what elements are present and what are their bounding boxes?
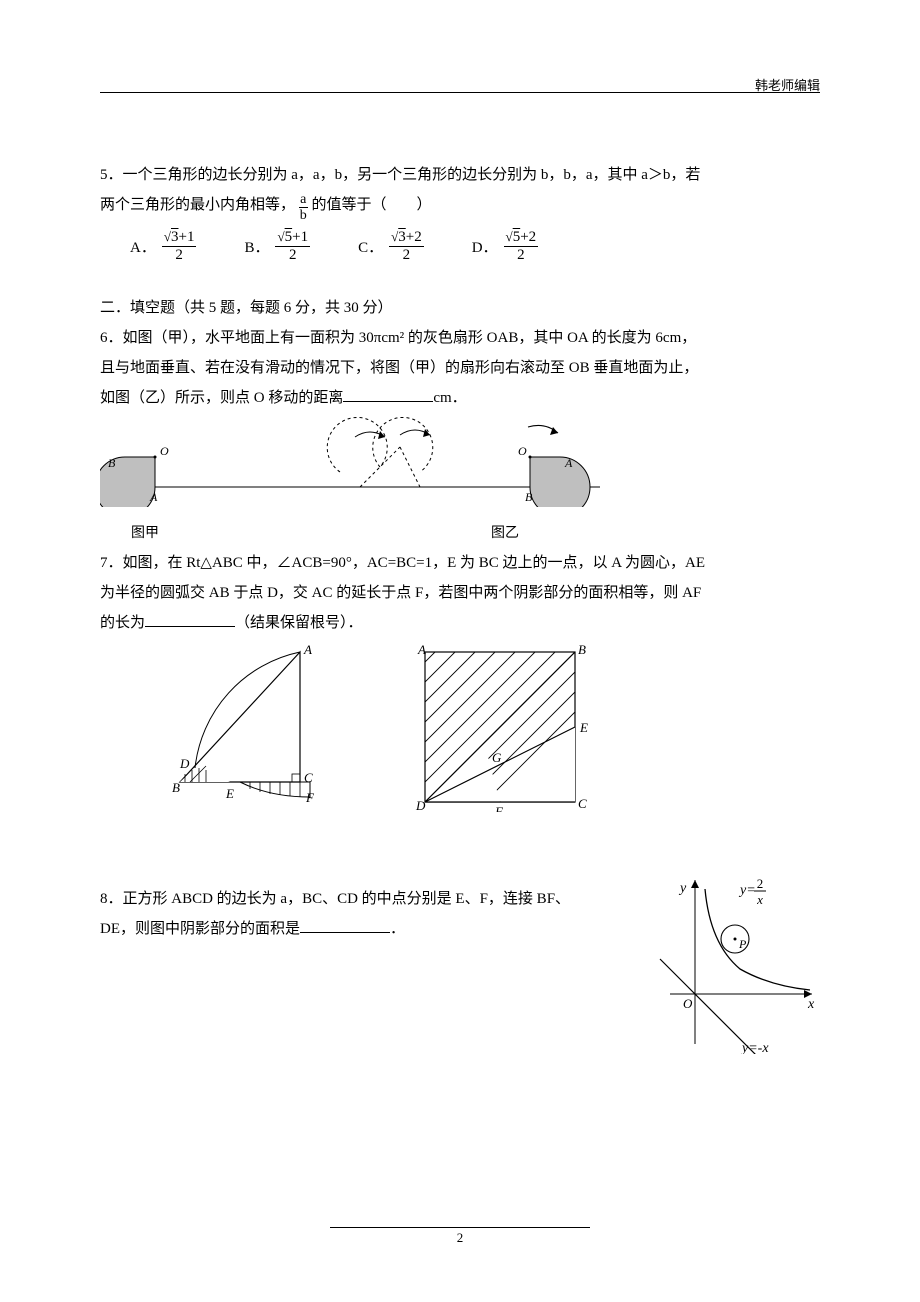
q7-line3: 的长为 （结果保留根号）．: [100, 608, 820, 638]
q8-line2a: DE，则图中阴影部分的面积是: [100, 921, 300, 937]
svg-text:O: O: [160, 444, 169, 458]
svg-text:G: G: [492, 750, 502, 765]
svg-text:B: B: [578, 642, 586, 657]
q5-frac-num: a: [299, 192, 308, 208]
q5-option-d: D． √5+2 2: [472, 229, 538, 263]
q5-fraction: a b: [299, 192, 308, 224]
q8-line2: DE，则图中阴影部分的面积是 ．: [100, 914, 650, 944]
graph-curve-den: x: [756, 892, 763, 907]
q5-option-b: B． √5+1 2: [244, 229, 310, 263]
graph-y-label: y: [678, 881, 687, 896]
q6-line3b: cm．: [433, 390, 466, 406]
q7-blank: [145, 611, 235, 627]
graph-point-p: P: [738, 937, 747, 951]
q5-option-d-label: D．: [472, 229, 498, 263]
q6-captions: 图甲 图乙: [100, 520, 820, 548]
q7-svg-square: A B E C D F G: [410, 642, 600, 812]
q6-line1: 6．如图（甲），水平地面上有一面积为 30πcm² 的灰色扇形 OAB，其中 O…: [100, 323, 820, 353]
graph-curve-num: 2: [757, 876, 764, 891]
svg-text:E: E: [579, 720, 588, 735]
q5-option-a: A． √3+1 2: [130, 229, 196, 263]
q7-line1: 7．如图，在 Rt△ABC 中，∠ACB=90°，AC=BC=1，E 为 BC …: [100, 548, 820, 578]
q5-text-c: 的值等于（ ）: [312, 197, 432, 213]
graph-origin: O: [683, 996, 693, 1011]
svg-text:F: F: [305, 790, 315, 805]
q6-line3a: 如图（乙）所示，则点 O 移动的距离: [100, 390, 343, 406]
q6-blank: [343, 386, 433, 402]
svg-text:E: E: [225, 786, 234, 801]
q7-line3a: 的长为: [100, 615, 145, 631]
q5-option-d-den: 2: [504, 247, 539, 264]
q8-line2b: ．: [390, 921, 405, 937]
q5-option-c-den: 2: [389, 247, 424, 264]
q7-line3b: （结果保留根号）．: [235, 615, 363, 631]
footer-rule: [330, 1227, 590, 1228]
q6-figure: O B A O A B: [100, 417, 820, 518]
q5-option-a-frac: √3+1 2: [162, 229, 197, 263]
header-rule: [100, 92, 820, 93]
section2-title: 二．填空题（共 5 题，每题 6 分，共 30 分）: [100, 293, 820, 323]
q6-cap1: 图甲: [115, 520, 175, 548]
content: 5．一个三角形的边长分别为 a，a，b，另一个三角形的边长分别为 b，b，a，其…: [100, 160, 820, 1054]
q5-option-b-label: B．: [244, 229, 269, 263]
svg-text:A: A: [417, 642, 426, 657]
q5-text-line1: 5．一个三角形的边长分别为 a，a，b，另一个三角形的边长分别为 b，b，a，其…: [100, 160, 820, 190]
q5-option-a-label: A．: [130, 229, 156, 263]
q5-option-c-label: C．: [358, 229, 383, 263]
page: 韩老师编辑 5．一个三角形的边长分别为 a，a，b，另一个三角形的边长分别为 b…: [0, 0, 920, 1302]
svg-text:A: A: [149, 490, 158, 504]
graph-x-label: x: [807, 997, 815, 1012]
svg-text:A: A: [303, 642, 312, 657]
q6-line3: 如图（乙）所示，则点 O 移动的距离 cm．: [100, 383, 820, 413]
q5-option-a-den: 2: [162, 247, 197, 264]
q8-blank: [300, 917, 390, 933]
svg-text:C: C: [578, 796, 587, 811]
q5-options: A． √3+1 2 B． √5+1 2 C． √3+2 2: [100, 229, 820, 263]
q8-line1: 8．正方形 ABCD 的边长为 a，BC、CD 的中点分别是 E、F，连接 BF…: [100, 884, 650, 914]
q6-line2: 且与地面垂直、若在没有滑动的情况下，将图（甲）的扇形向右滚动至 OB 垂直地面为…: [100, 353, 820, 383]
q5-option-d-frac: √5+2 2: [504, 229, 539, 263]
graph-line-label: y=-x: [740, 1041, 769, 1054]
svg-text:O: O: [518, 444, 527, 458]
graph-curve-label-a: y=: [738, 883, 756, 898]
q5-option-c: C． √3+2 2: [358, 229, 424, 263]
svg-text:F: F: [494, 804, 504, 812]
q5-text-b: 两个三角形的最小内角相等，: [100, 197, 295, 213]
svg-text:B: B: [525, 490, 533, 504]
svg-text:B: B: [172, 780, 180, 795]
svg-text:D: D: [179, 756, 190, 771]
q5-frac-den: b: [299, 208, 308, 223]
svg-text:C: C: [304, 770, 313, 785]
q5-option-b-den: 2: [275, 247, 310, 264]
svg-text:D: D: [415, 798, 426, 812]
q7-line2: 为半径的圆弧交 AB 于点 D，交 AC 的延长于点 F，若图中两个阴影部分的面…: [100, 578, 820, 608]
page-number: 2: [0, 1230, 920, 1246]
q8-graph: y x O P y= 2 x y=-x: [650, 874, 820, 1054]
q7-svg-triangle: A B C D E F: [170, 642, 340, 812]
q5-text-line2: 两个三角形的最小内角相等， a b 的值等于（ ）: [100, 190, 820, 223]
svg-text:B: B: [108, 456, 116, 470]
q6-cap2: 图乙: [475, 520, 535, 548]
q5-option-b-frac: √5+1 2: [275, 229, 310, 263]
q5-option-c-frac: √3+2 2: [389, 229, 424, 263]
q6-svg: O B A O A B: [100, 417, 600, 507]
q7-figure-row: A B C D E F: [170, 642, 820, 812]
svg-text:A: A: [564, 456, 573, 470]
